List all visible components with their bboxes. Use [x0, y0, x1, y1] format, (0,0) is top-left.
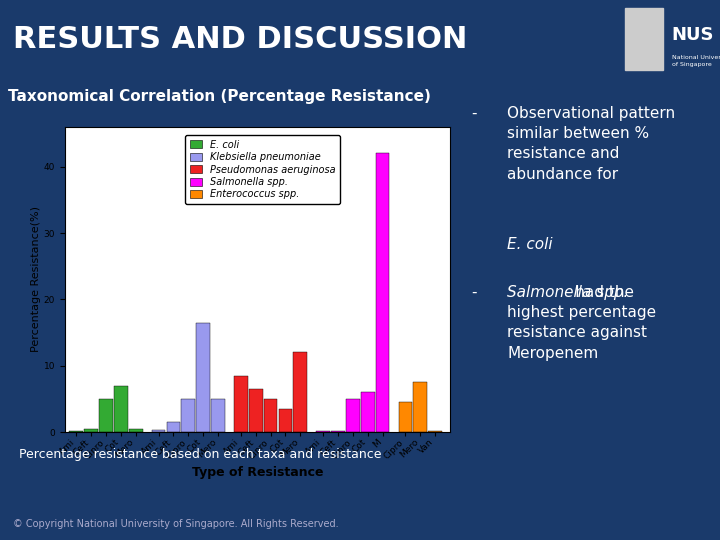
- Bar: [166, 422, 180, 432]
- Bar: [376, 153, 390, 432]
- Bar: [428, 431, 442, 432]
- Text: Observational pattern
similar between %
resistance and
abundance for: Observational pattern similar between % …: [508, 105, 675, 182]
- Bar: [152, 430, 166, 432]
- Legend: E. coli, Klebsiella pneumoniae, Pseudomonas aeruginosa, Salmonella spp., Enteroc: E. coli, Klebsiella pneumoniae, Pseudomo…: [185, 135, 340, 204]
- Text: -: -: [471, 285, 477, 300]
- Bar: [331, 431, 345, 432]
- X-axis label: Type of Resistance: Type of Resistance: [192, 466, 323, 479]
- Text: RESULTS AND DISCUSSION: RESULTS AND DISCUSSION: [13, 25, 467, 53]
- Text: had the
highest percentage
resistance against
Meropenem: had the highest percentage resistance ag…: [508, 285, 657, 361]
- Bar: [69, 431, 83, 432]
- Bar: [114, 386, 127, 432]
- Bar: [399, 402, 413, 432]
- Bar: [129, 429, 143, 432]
- Bar: [197, 322, 210, 432]
- Bar: [249, 389, 263, 432]
- Bar: [625, 8, 663, 71]
- Text: Taxonomical Correlation (Percentage Resistance): Taxonomical Correlation (Percentage Resi…: [9, 89, 431, 104]
- Text: Percentage resistance based on each taxa and resistance: Percentage resistance based on each taxa…: [19, 448, 382, 461]
- Bar: [279, 409, 292, 432]
- Bar: [413, 382, 427, 432]
- Bar: [346, 399, 360, 432]
- Text: © Copyright National University of Singapore. All Rights Reserved.: © Copyright National University of Singa…: [13, 519, 338, 529]
- Bar: [234, 376, 248, 432]
- Bar: [316, 431, 330, 432]
- Text: E. coli: E. coli: [508, 237, 553, 252]
- Text: Salmonella spp.: Salmonella spp.: [508, 285, 629, 300]
- Text: National University
of Singapore: National University of Singapore: [672, 56, 720, 66]
- Text: -: -: [471, 105, 477, 120]
- Bar: [211, 399, 225, 432]
- Y-axis label: Percentage Resistance(%): Percentage Resistance(%): [31, 206, 41, 353]
- Bar: [84, 429, 98, 432]
- Bar: [264, 399, 277, 432]
- Text: NUS: NUS: [672, 26, 714, 44]
- Bar: [294, 353, 307, 432]
- Bar: [181, 399, 195, 432]
- Bar: [99, 399, 113, 432]
- Bar: [361, 392, 374, 432]
